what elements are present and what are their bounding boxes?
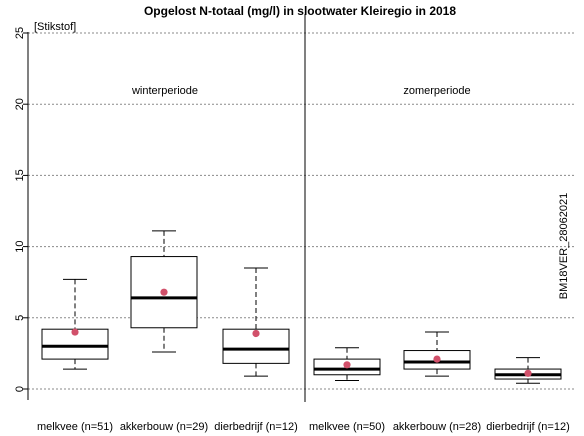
period-label-summer: zomerperiode <box>403 85 470 97</box>
y-tick-label: 0 <box>14 386 26 392</box>
mean-point <box>160 288 168 296</box>
mean-point <box>343 361 351 369</box>
x-category-label: melkvee (n=50) <box>309 421 385 433</box>
mean-point <box>524 369 532 377</box>
y-tick-label: 20 <box>14 98 26 110</box>
box-group <box>130 230 198 353</box>
watermark-code: BM18VER_28062021 <box>558 193 570 299</box>
mean-point <box>433 355 441 363</box>
x-category-label: dierbedrijf (n=12) <box>214 421 297 433</box>
box-group <box>222 267 290 377</box>
y-tick-label: 15 <box>14 169 26 181</box>
x-axis-labels: melkvee (n=51) akkerbouw (n=29) dierbedrij… <box>37 421 570 433</box>
y-tick-label: 25 <box>14 27 26 39</box>
y-tick-label: 5 <box>14 315 26 321</box>
x-category-label: akkerbouw (n=29) <box>120 421 208 433</box>
chart-title: Opgelost N-totaal (mg/l) in slootwater K… <box>144 4 456 18</box>
y-axis-ticks: 0 5 10 15 20 25 <box>14 27 28 392</box>
grid-lines <box>28 32 576 390</box>
box-group <box>494 357 562 384</box>
mean-point <box>252 329 260 338</box>
box-group <box>41 278 109 370</box>
x-category-label: akkerbouw (n=28) <box>393 421 481 433</box>
period-label-winter: winterperiode <box>131 85 198 97</box>
box-group <box>403 331 471 377</box>
unit-label: [Stikstof] <box>34 21 76 33</box>
box-series <box>41 230 562 384</box>
box-group <box>313 347 381 381</box>
box-iqr <box>41 328 109 360</box>
y-tick-label: 10 <box>14 240 26 252</box>
x-category-label: melkvee (n=51) <box>37 421 113 433</box>
x-category-label: dierbedrijf (n=12) <box>486 421 569 433</box>
mean-point <box>71 328 79 336</box>
